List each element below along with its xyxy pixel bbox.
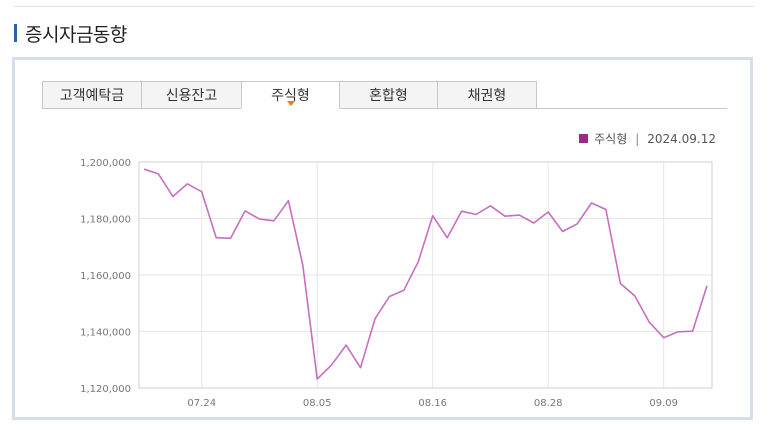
plot-frame [138, 161, 713, 389]
chart-legend: 주식형 | 2024.09.12 [579, 130, 716, 147]
active-tab-indicator-icon [286, 101, 295, 106]
section-title: 증시자금동향 [25, 23, 127, 46]
legend-series-name: 주식형 [594, 132, 628, 146]
tab-label: 고객예탁금 [59, 88, 125, 104]
legend-swatch [579, 134, 589, 143]
y-tick-label: 1,160,000 [80, 271, 131, 282]
y-tick-label: 1,140,000 [80, 328, 131, 339]
tab-equity-fund[interactable]: 주식형 [241, 81, 340, 109]
legend-separator: | [635, 131, 640, 146]
tab-underline [42, 108, 727, 109]
y-tick-label: 1,120,000 [80, 384, 131, 395]
tab-label: 신용잔고 [165, 88, 218, 104]
x-tick-label: 07.24 [187, 398, 216, 409]
x-tick-label: 08.28 [534, 398, 563, 409]
title-accent-bar [14, 24, 17, 42]
line-chart: 1,120,000 1,140,000 1,160,000 1,180,000 1,20… [80, 158, 713, 409]
x-tick-label: 08.16 [418, 398, 447, 409]
tab-bar: 고객예탁금 신용잔고 주식형 혼합형 채권형 [42, 81, 537, 109]
y-tick-label: 1,200,000 [80, 158, 131, 169]
section-header: 증시자금동향 [14, 20, 127, 46]
tab-bond-fund[interactable]: 채권형 [437, 81, 537, 109]
tab-customer-deposits[interactable]: 고객예탁금 [42, 81, 142, 109]
tab-label: 채권형 [467, 88, 507, 104]
chart-panel: 고객예탁금 신용잔고 주식형 혼합형 채권형 주식형 | 2024.09.12 … [12, 57, 753, 420]
tab-label: 혼합형 [369, 88, 408, 104]
x-tick-label: 09.09 [649, 398, 678, 409]
top-divider [14, 6, 754, 7]
legend-date: 2024.09.12 [647, 131, 716, 146]
tab-label: 주식형 [271, 88, 310, 104]
y-tick-label: 1,180,000 [80, 215, 131, 226]
series-line-equity-fund [143, 168, 708, 380]
x-tick-label: 08.05 [303, 398, 332, 409]
